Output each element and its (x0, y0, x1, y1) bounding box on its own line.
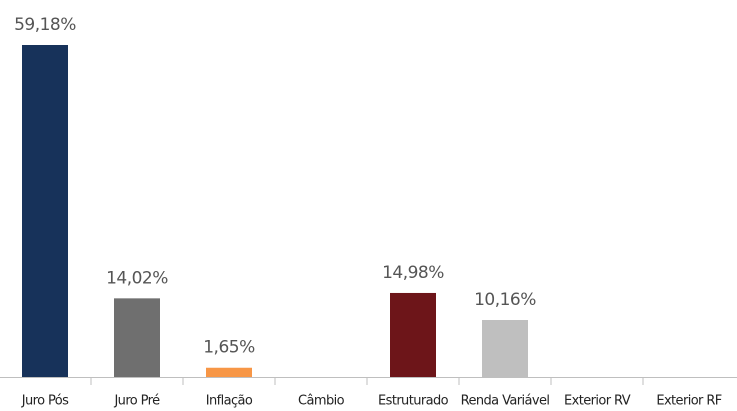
x-tick-label: Inflação (206, 394, 253, 409)
x-tick-label: Exterior RF (656, 394, 721, 409)
x-tick-label: Juro Pré (113, 394, 160, 409)
x-tick-label: Câmbio (298, 394, 345, 409)
bar (206, 367, 252, 377)
value-label: 59,18% (14, 15, 76, 35)
x-tick-label: Exterior RV (564, 394, 631, 409)
bar (482, 320, 528, 377)
x-tick-label: Renda Variável (461, 394, 550, 409)
bar (114, 298, 160, 377)
value-label: 1,65% (203, 338, 255, 358)
x-tick-label: Juro Pós (21, 394, 69, 409)
value-label: 14,98% (382, 263, 444, 283)
value-label: 10,16% (474, 290, 536, 310)
x-tick-label: Estruturado (378, 394, 449, 409)
bar (390, 292, 436, 377)
value-label: 14,02% (106, 268, 168, 288)
bar (22, 45, 68, 377)
